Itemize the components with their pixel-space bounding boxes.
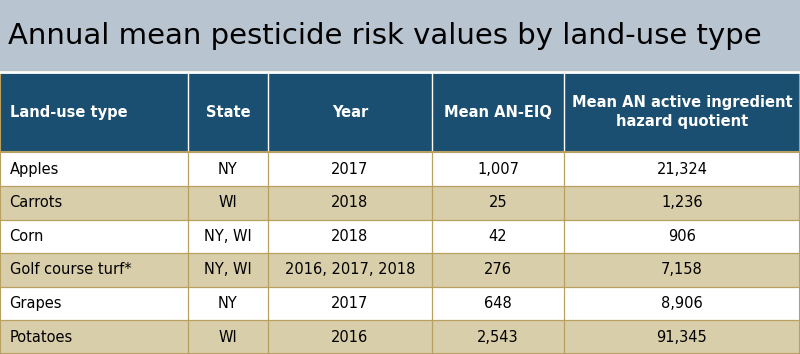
Text: 2018: 2018 [331,229,369,244]
Text: 276: 276 [484,262,512,278]
Text: Grapes: Grapes [10,296,62,311]
Text: 42: 42 [489,229,507,244]
Bar [0,186,800,219]
Text: WI: WI [218,195,238,210]
Text: 21,324: 21,324 [657,162,707,177]
Text: NY, WI: NY, WI [204,262,252,278]
Text: WI: WI [218,330,238,345]
Text: Apples: Apples [10,162,59,177]
Text: 1,236: 1,236 [661,195,703,210]
Bar [0,287,800,320]
Text: 1,007: 1,007 [477,162,519,177]
Text: 2018: 2018 [331,195,369,210]
Text: 2017: 2017 [331,162,369,177]
Text: 7,158: 7,158 [661,262,703,278]
Text: Annual mean pesticide risk values by land-use type: Annual mean pesticide risk values by lan… [8,22,762,50]
Text: Carrots: Carrots [10,195,63,210]
Text: NY: NY [218,162,238,177]
Text: 8,906: 8,906 [661,296,703,311]
Text: 2017: 2017 [331,296,369,311]
Bar [0,253,800,287]
Text: Golf course turf*: Golf course turf* [10,262,131,278]
Text: State: State [206,105,250,120]
Text: NY: NY [218,296,238,311]
Text: NY, WI: NY, WI [204,229,252,244]
Text: 91,345: 91,345 [657,330,707,345]
Bar [0,219,800,253]
Text: Corn: Corn [10,229,44,244]
Text: Mean AN-EIQ: Mean AN-EIQ [444,105,552,120]
Bar [0,320,800,354]
Text: 2016: 2016 [331,330,369,345]
Bar [0,72,800,152]
Text: 906: 906 [668,229,696,244]
Text: 25: 25 [489,195,507,210]
Text: Potatoes: Potatoes [10,330,73,345]
Bar [0,0,800,72]
Text: Mean AN active ingredient
hazard quotient: Mean AN active ingredient hazard quotien… [572,95,792,129]
Text: 648: 648 [484,296,512,311]
Bar [0,152,800,186]
Text: 2016, 2017, 2018: 2016, 2017, 2018 [285,262,415,278]
Text: Year: Year [332,105,368,120]
Text: 2,543: 2,543 [477,330,519,345]
Text: Land-use type: Land-use type [10,105,127,120]
